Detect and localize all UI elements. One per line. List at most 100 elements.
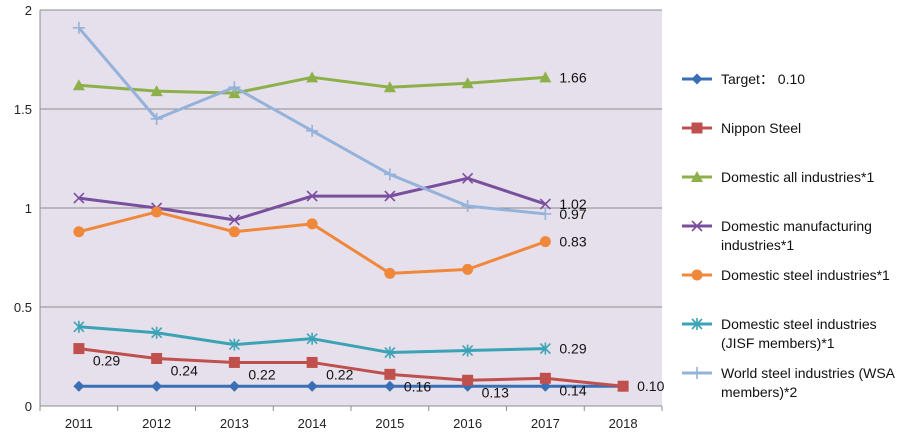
data-point (461, 200, 474, 213)
data-point (462, 344, 474, 357)
data-point (384, 380, 396, 392)
data-point (150, 85, 163, 97)
y-tick-label: 2 (25, 3, 32, 18)
data-point (383, 168, 396, 181)
y-tick-label: 0 (25, 399, 32, 414)
legend-marker (691, 367, 703, 379)
x-tick-label: 2013 (220, 416, 249, 431)
x-tick-label: 2016 (453, 416, 482, 431)
data-label: 1.02 (559, 196, 586, 212)
legend-label: Nippon Steel (721, 120, 801, 136)
legend-label: Domestic all industries*1 (721, 169, 874, 185)
data-point (306, 332, 318, 345)
legend-entry: Domestic steel industries*1 (682, 267, 890, 283)
data-point (462, 172, 474, 184)
data-point (228, 356, 240, 368)
data-label: 0.14 (559, 382, 586, 398)
data-point (306, 71, 319, 83)
data-point (73, 192, 85, 204)
data-point (539, 342, 551, 355)
data-point (228, 380, 240, 392)
data-label: 0.29 (93, 353, 120, 369)
data-point (539, 71, 552, 83)
data-point (72, 21, 85, 34)
data-point (306, 218, 318, 230)
legend-entry: Nippon Steel (682, 120, 801, 136)
legend-label: World steel industries (WSA (721, 365, 896, 381)
data-label: 1.66 (559, 69, 586, 85)
data-point (73, 320, 85, 333)
x-tick-label: 2015 (375, 416, 404, 431)
y-tick-label: 1 (25, 201, 32, 216)
legend-entry: Domestic all industries*1 (682, 169, 874, 185)
data-point (539, 372, 551, 384)
data-point (539, 207, 552, 220)
x-tick-label: 2018 (609, 416, 638, 431)
y-tick-label: 1.5 (14, 102, 32, 117)
data-label: 0.97 (559, 206, 586, 222)
legend-label: industries*1 (721, 237, 794, 253)
gridlines (40, 9, 662, 308)
data-point (306, 380, 318, 392)
data-labels: 0.29 0.24 0.22 0.22 0.16 0.13 0.14 0.10 1.66 1.02… (93, 69, 665, 400)
legend-marker (691, 122, 703, 134)
data-point (384, 190, 396, 202)
x-tick-label: 2011 (65, 416, 93, 431)
data-point (461, 77, 474, 89)
data-point (539, 198, 551, 210)
legend-label: Domestic steel industries (721, 316, 877, 332)
series-3 (72, 71, 552, 99)
x-tick-label: 2012 (142, 416, 171, 431)
data-label: 0.83 (559, 234, 586, 250)
data-point (384, 368, 396, 380)
legend-label: (JISF members)*1 (721, 335, 835, 351)
data-point (151, 206, 163, 218)
legend-label: Domestic manufacturing (721, 218, 872, 234)
series-line (78, 347, 624, 388)
data-point (462, 374, 474, 386)
data-point (384, 267, 396, 279)
data-label: 0.29 (559, 341, 586, 357)
data-label: 0.16 (404, 378, 431, 394)
data-point (151, 352, 163, 364)
legend-marker (691, 269, 703, 281)
x-tick-label: 2017 (531, 416, 560, 431)
data-point (617, 380, 629, 392)
data-label: 0.22 (326, 366, 353, 382)
data-point (73, 226, 85, 238)
data-point (73, 380, 85, 392)
data-point (228, 226, 240, 238)
x-tick-label: 2014 (298, 416, 327, 431)
data-point (384, 346, 396, 359)
data-point (306, 124, 319, 137)
data-point (72, 79, 85, 91)
series-group (72, 21, 629, 392)
legend-label: members)*2 (721, 384, 797, 400)
legend-entry: World steel industries (WSA members)*2 (682, 365, 896, 400)
data-label: 0.10 (637, 378, 664, 394)
data-point (306, 356, 318, 368)
legend-label: Domestic steel industries*1 (721, 267, 890, 283)
data-point (306, 190, 318, 202)
series-2 (73, 343, 629, 392)
legend: Target： 0.10 Nippon Steel Domestic all ind… (682, 71, 896, 400)
legend-marker (691, 73, 703, 85)
data-point (150, 112, 163, 125)
data-point (383, 81, 396, 93)
axes: 0 0.5 1 1.5 2 2011 2012 2013 2014 2015 2016 2017 201… (14, 3, 663, 431)
legend-label: Target： 0.10 (721, 71, 805, 87)
data-point (151, 326, 163, 339)
series-5 (73, 206, 551, 279)
data-point (228, 338, 240, 351)
legend-entry: Target： 0.10 (682, 71, 805, 87)
data-point (151, 380, 163, 392)
series-6 (73, 320, 551, 359)
data-point (228, 81, 241, 94)
data-point (539, 236, 551, 248)
legend-entry: Domestic manufacturing industries*1 (682, 218, 872, 253)
series-7 (72, 21, 552, 220)
data-point (228, 214, 240, 226)
data-label: 0.13 (482, 384, 509, 400)
y-tick-label: 0.5 (14, 300, 32, 315)
